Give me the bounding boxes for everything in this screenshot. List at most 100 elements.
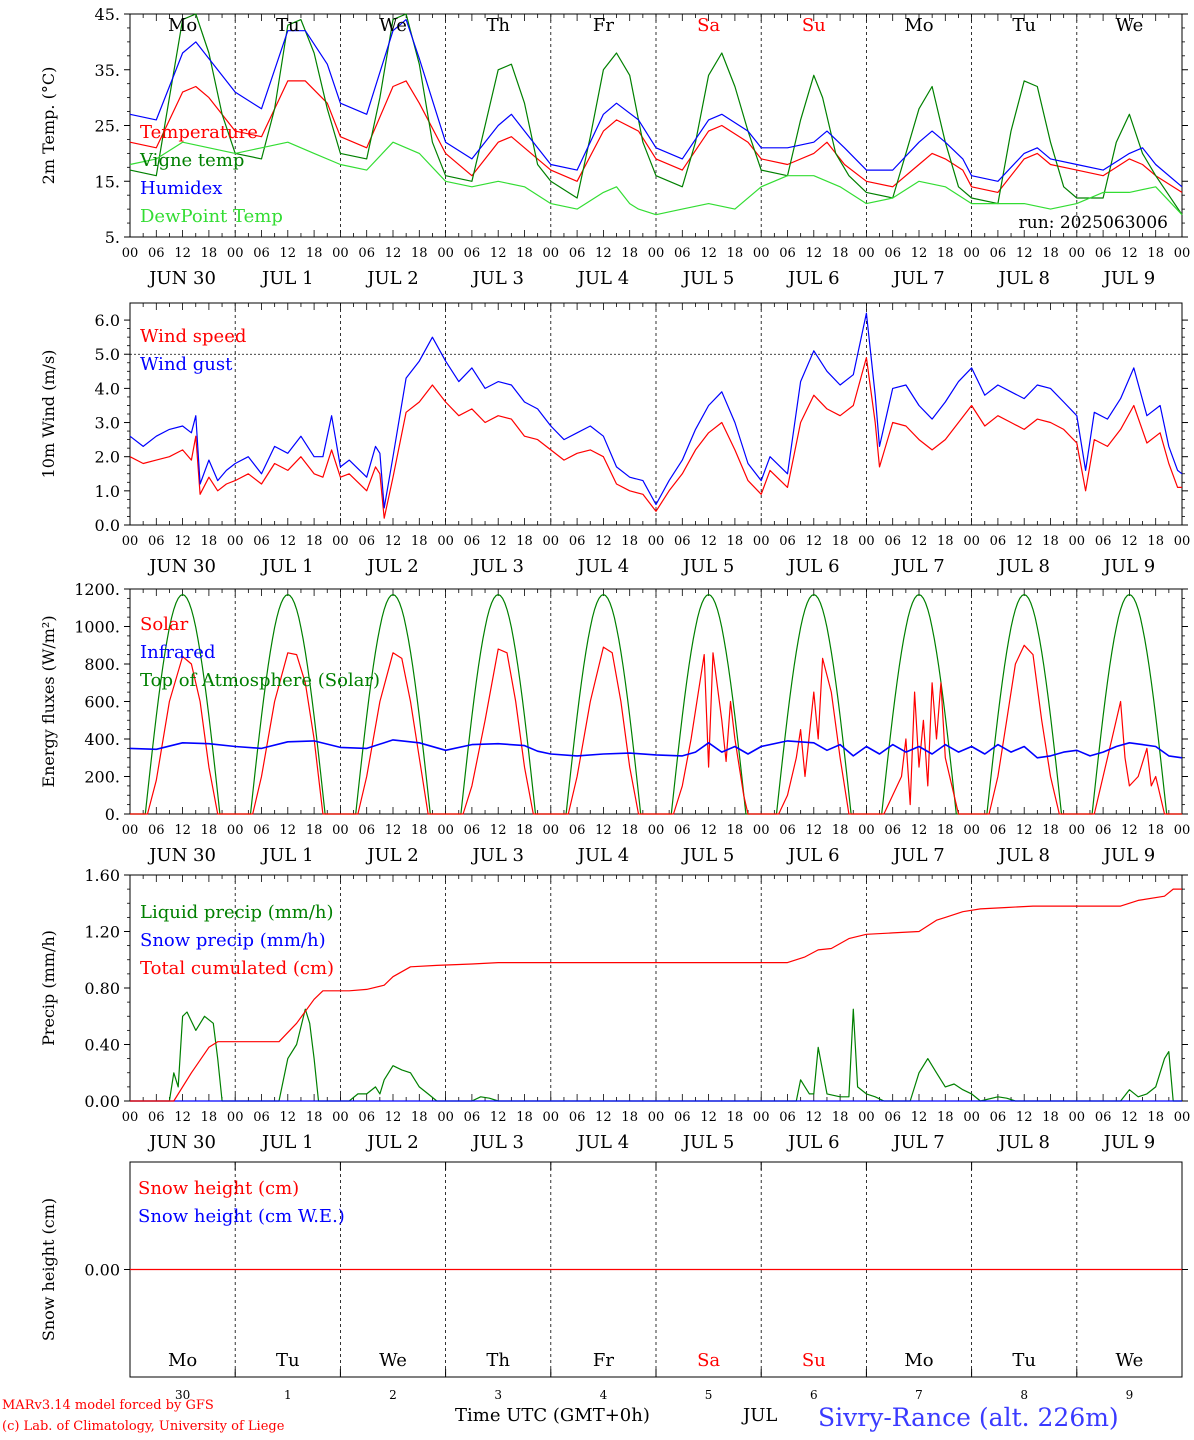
hour-label: 18 — [1042, 246, 1059, 261]
series-temperature — [129, 80, 1183, 193]
hour-label: 18 — [306, 534, 323, 549]
hour-label: 00 — [1069, 534, 1086, 549]
hour-label: 12 — [174, 534, 191, 549]
hour-label: 18 — [832, 823, 849, 838]
hour-label: 18 — [516, 534, 533, 549]
hour-label: 18 — [937, 1110, 954, 1125]
month-label: JUL — [743, 1405, 778, 1426]
hour-label: 00 — [1069, 246, 1086, 261]
hour-label: 12 — [700, 246, 717, 261]
y-tick-label: 800. — [84, 655, 120, 674]
hour-label: 00 — [437, 246, 454, 261]
hour-label: 00 — [543, 1110, 560, 1125]
hour-label: 18 — [727, 1110, 744, 1125]
credit-line-2: (c) Lab. of Climatology, University of L… — [2, 1419, 285, 1434]
hour-label: 12 — [595, 246, 612, 261]
hour-label: 12 — [1016, 1110, 1033, 1125]
hour-label: 18 — [201, 823, 218, 838]
hour-label: 00 — [753, 534, 770, 549]
weekday-label: Th — [486, 15, 510, 36]
y-tick-label: 2.0 — [95, 448, 120, 467]
date-label: JUL 1 — [260, 1132, 314, 1153]
hour-label: 00 — [227, 246, 244, 261]
hour-label: 12 — [911, 823, 928, 838]
weekday-label: Mo — [168, 15, 197, 36]
hour-label: 12 — [1121, 534, 1138, 549]
hour-label: 12 — [385, 823, 402, 838]
hour-label: 12 — [280, 1110, 297, 1125]
date-label: JUL 4 — [576, 556, 630, 577]
hour-label: 06 — [253, 823, 270, 838]
hour-label: 00 — [437, 823, 454, 838]
hour-label: 06 — [464, 534, 481, 549]
date-label: JUL 8 — [996, 845, 1050, 866]
y-axis-title: 10m Wind (m/s) — [39, 350, 58, 479]
y-axis-title: Snow height (cm) — [39, 1198, 58, 1341]
weekday-label: We — [379, 15, 407, 36]
legend-entry: Temperature — [140, 122, 258, 143]
date-label: JUL 7 — [891, 268, 945, 289]
station-label: Sivry-Rance (alt. 226m) — [818, 1403, 1119, 1432]
hour-label: 00 — [122, 246, 139, 261]
hour-label: 00 — [753, 246, 770, 261]
y-tick-label: 0.00 — [84, 1092, 120, 1111]
y-tick-label: 1.60 — [84, 866, 120, 885]
date-label: JUL 3 — [470, 845, 524, 866]
hour-label: 06 — [779, 1110, 796, 1125]
hour-label: 00 — [753, 823, 770, 838]
hour-label: 06 — [253, 1110, 270, 1125]
hour-label: 06 — [569, 246, 586, 261]
hour-label: 18 — [621, 1110, 638, 1125]
hour-label: 18 — [937, 246, 954, 261]
panel-1: 5. 15. 25. 35. 45. 2m Temp. (°C) Temperature Vi… — [39, 5, 1190, 289]
hour-label: 18 — [516, 1110, 533, 1125]
legend-entry: DewPoint Temp — [140, 206, 283, 227]
date-label: JUL 8 — [996, 268, 1050, 289]
hour-label: 00 — [1069, 1110, 1086, 1125]
weekday-label: We — [1116, 15, 1144, 36]
date-label: JUL 2 — [365, 845, 419, 866]
hour-label: 06 — [253, 246, 270, 261]
date-label: JUL 5 — [681, 268, 735, 289]
hour-label: 12 — [280, 823, 297, 838]
hour-label: 00 — [648, 534, 665, 549]
hour-label: 00 — [648, 823, 665, 838]
series-solar — [130, 644, 1182, 815]
hour-label: 00 — [543, 534, 560, 549]
hour-label: 00 — [1174, 246, 1191, 261]
hour-label: 18 — [937, 534, 954, 549]
hour-label: 12 — [806, 246, 823, 261]
hour-label: 06 — [990, 534, 1007, 549]
legend-entry: Snow height (cm W.E.) — [138, 1206, 345, 1227]
date-label: JUL 5 — [681, 556, 735, 577]
hour-label: 06 — [253, 534, 270, 549]
legend-entry: Wind speed — [140, 326, 246, 347]
series-wind-gust — [129, 312, 1183, 509]
legend-entry: Top of Atmosphere (Solar) — [140, 670, 380, 691]
date-label: JUL 8 — [996, 1132, 1050, 1153]
date-label: JUL 4 — [576, 845, 630, 866]
date-label: JUL 6 — [786, 845, 840, 866]
series-dewpoint-temp — [129, 141, 1183, 216]
hour-label: 06 — [779, 534, 796, 549]
y-tick-label: 5.0 — [95, 345, 120, 364]
y-tick-label: 1200. — [74, 580, 120, 599]
hour-label: 00 — [1174, 1110, 1191, 1125]
date-label: JUL 4 — [576, 1132, 630, 1153]
date-label: JUL 3 — [470, 268, 524, 289]
hour-label: 12 — [1121, 246, 1138, 261]
hour-label: 00 — [332, 823, 349, 838]
y-tick-label: 15. — [95, 172, 120, 191]
hour-label: 06 — [358, 246, 375, 261]
day-number-label: 7 — [915, 1388, 923, 1402]
weekday-label: Fr — [593, 15, 614, 36]
legend-entry: Snow precip (mm/h) — [140, 930, 326, 951]
hour-label: 12 — [1121, 1110, 1138, 1125]
weekday-label: Mo — [904, 15, 933, 36]
weekday-label: Tu — [276, 15, 300, 36]
run-label: run: 2025063006 — [1019, 213, 1168, 233]
hour-label: 06 — [358, 1110, 375, 1125]
weekday-label: Fr — [593, 1350, 614, 1371]
hour-label: 06 — [884, 823, 901, 838]
day-number-label: 4 — [600, 1388, 608, 1402]
